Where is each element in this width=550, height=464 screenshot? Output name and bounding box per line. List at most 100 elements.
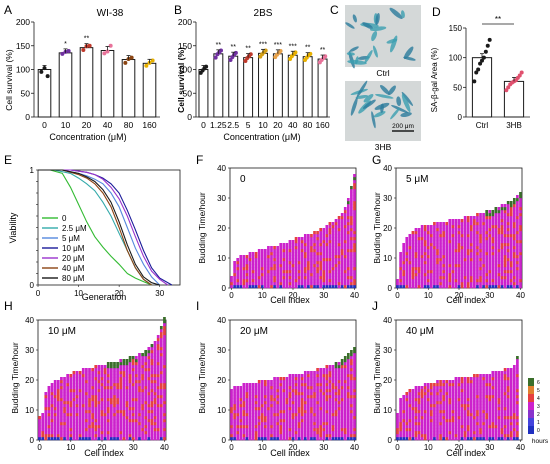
heatmap-cell: [497, 267, 501, 271]
heatmap-cell: [491, 270, 495, 274]
heatmap-cell: [353, 267, 356, 271]
heatmap-cell: [337, 392, 341, 396]
heatmap-cell: [414, 425, 418, 429]
heatmap-cell: [297, 425, 301, 429]
heatmap-cell: [343, 255, 347, 259]
heatmap-cell: [264, 252, 267, 256]
heatmap-cell: [138, 383, 141, 387]
heatmap-cell: [81, 395, 85, 399]
x-tick-label: 40: [516, 291, 525, 300]
heatmap-cell: [106, 404, 110, 408]
heatmap-cell: [451, 434, 455, 438]
heatmap-cell: [350, 270, 353, 274]
heatmap-cell: [445, 386, 449, 390]
heatmap-cell: [242, 422, 246, 426]
heatmap-cell: [506, 401, 510, 405]
heatmap-cell: [313, 267, 316, 271]
heatmap-cell: [300, 434, 304, 438]
heatmap-cell: [485, 258, 488, 262]
heatmap-cell: [297, 282, 301, 286]
heatmap-cell: [331, 222, 335, 226]
heatmap-cell: [300, 374, 304, 378]
heatmap-cell: [119, 395, 123, 399]
heatmap-cell: [417, 422, 421, 426]
heatmap-cell: [408, 398, 412, 402]
heatmap-cell: [267, 383, 270, 387]
data-point: [87, 43, 92, 48]
heatmap-cell: [430, 228, 433, 232]
panel-label-d: D: [432, 5, 441, 19]
heatmap-cell: [497, 249, 501, 253]
heatmap-cell: [63, 401, 66, 405]
heatmap-cell: [506, 279, 510, 283]
heatmap-cell: [479, 279, 482, 283]
heatmap-cell: [408, 422, 412, 426]
heatmap-cell: [433, 270, 436, 274]
heatmap-cell: [322, 389, 326, 393]
heatmap-cell: [319, 413, 322, 417]
heatmap-cell: [445, 228, 449, 232]
heatmap-cell: [417, 264, 421, 268]
heatmap-cell: [331, 374, 335, 378]
heatmap-cell: [411, 437, 415, 441]
heatmap-cell: [88, 371, 91, 375]
heatmap-cell: [156, 383, 160, 387]
heatmap-cell: [328, 395, 332, 399]
heatmap-cell: [300, 428, 304, 432]
heatmap-cell: [245, 419, 249, 423]
heatmap-cell: [469, 413, 473, 417]
heatmap-cell: [325, 264, 329, 268]
x-tick-label: 0: [37, 443, 42, 452]
heatmap-cell: [442, 407, 445, 411]
heatmap-cell: [334, 258, 338, 262]
heatmap-cell: [325, 395, 329, 399]
heatmap-cell: [454, 392, 458, 396]
heatmap-cell: [260, 428, 264, 432]
heatmap-cell: [116, 377, 119, 381]
heatmap-cell: [122, 380, 126, 384]
heatmap-cell: [402, 255, 406, 259]
heatmap-cell: [319, 231, 322, 235]
heatmap-cell: [457, 398, 461, 402]
heatmap-cell: [423, 392, 427, 396]
heatmap-cell: [300, 237, 304, 241]
heatmap-cell: [122, 434, 126, 438]
heatmap-cell: [497, 273, 501, 277]
heatmap-cell: [350, 437, 353, 441]
heatmap-cell: [396, 279, 399, 283]
heatmap-cell: [270, 258, 273, 262]
heatmap-cell: [116, 434, 119, 438]
heatmap-cell: [230, 404, 233, 408]
heatmap-cell: [144, 425, 148, 429]
heatmap-cell: [417, 437, 421, 441]
heatmap-cell: [44, 434, 48, 438]
heatmap-cell: [509, 216, 513, 220]
heatmap-cell: [233, 267, 236, 271]
heatmap-cell: [303, 386, 307, 390]
heatmap-cell: [303, 413, 307, 417]
heatmap-cell: [242, 416, 246, 420]
heatmap-cell: [159, 356, 163, 360]
heatmap-cell: [307, 273, 310, 277]
heatmap-cell: [433, 252, 436, 256]
heatmap-cell: [144, 416, 148, 420]
heatmap-cell: [134, 419, 138, 423]
heatmap-cell: [100, 386, 104, 390]
heatmap-cell: [519, 192, 522, 196]
heatmap-cell: [297, 392, 301, 396]
heatmap-cell: [264, 267, 267, 271]
panel-h-ylabel: Budding Time/hour: [10, 342, 20, 414]
heatmap-cell: [350, 425, 353, 429]
heatmap-cell: [350, 204, 353, 208]
heatmap-cell: [300, 395, 304, 399]
heatmap-cell: [66, 386, 70, 390]
heatmap-cell: [60, 431, 63, 435]
heatmap-cell: [346, 416, 350, 420]
heatmap-cell: [297, 377, 301, 381]
heatmap-cell: [294, 261, 298, 265]
heatmap-cell: [519, 273, 522, 277]
heatmap-cell: [430, 395, 433, 399]
heatmap-cell: [239, 434, 243, 438]
heatmap-cell: [144, 362, 148, 366]
heatmap-cell: [346, 401, 350, 405]
